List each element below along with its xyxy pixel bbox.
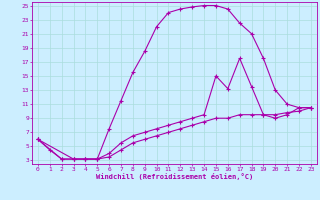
X-axis label: Windchill (Refroidissement éolien,°C): Windchill (Refroidissement éolien,°C): [96, 173, 253, 180]
